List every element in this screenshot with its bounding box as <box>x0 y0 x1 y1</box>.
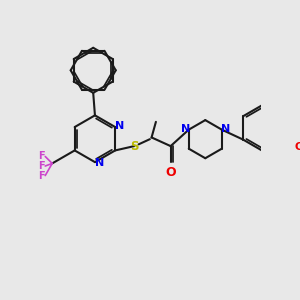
Text: F: F <box>38 171 45 181</box>
Text: N: N <box>115 121 124 131</box>
Text: O: O <box>165 166 176 179</box>
Text: N: N <box>181 124 190 134</box>
Text: N: N <box>220 124 230 134</box>
Text: F: F <box>38 161 45 171</box>
Text: S: S <box>130 140 139 153</box>
Text: F: F <box>38 152 45 161</box>
Text: O: O <box>294 142 300 152</box>
Text: N: N <box>94 158 104 168</box>
